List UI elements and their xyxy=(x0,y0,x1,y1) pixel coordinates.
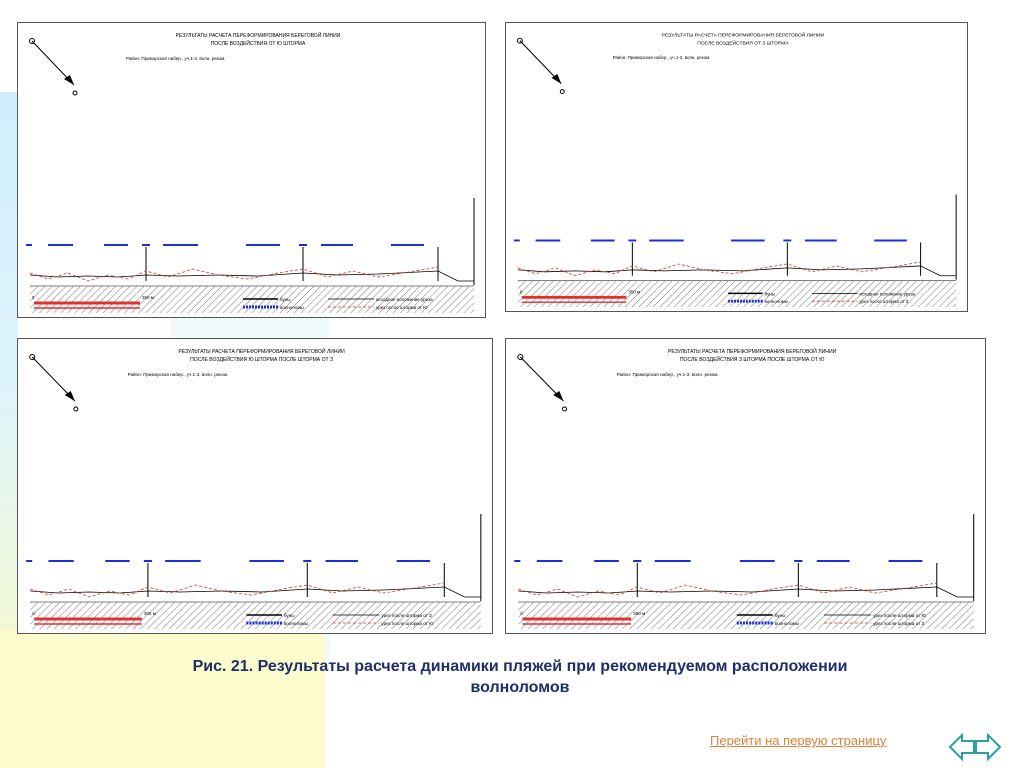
panel-title-line1: РЕЗУЛЬТАТЫ РАСЧЕТА ПЕРЕФОРМИРОВАНИЯ БЕРЕ… xyxy=(176,31,341,39)
double-arrow-icon[interactable] xyxy=(948,732,1002,762)
diagram-panel-2: фронт волны от З направления РЕЗУЛЬТАТЫ … xyxy=(505,22,968,312)
north-compass xyxy=(29,354,79,412)
panel-title-line2: ПОСЛЕ ВОЗДЕЙСТВИЯ ОТ Ю ШТОРМА xyxy=(211,39,306,47)
shoreline-initial xyxy=(30,586,481,598)
caption-line2: волноломов xyxy=(470,679,570,696)
panel-svg: фронт волны от Ю направления РЕЗУЛЬТАТЫ … xyxy=(26,31,475,313)
north-compass xyxy=(29,38,78,96)
legend-breakwaters-label: волноломы xyxy=(775,621,799,626)
shoreline-initial xyxy=(517,265,957,277)
shoreline-after-storm xyxy=(517,261,921,277)
shoreline-initial xyxy=(518,586,974,598)
background-yellow-block xyxy=(0,630,325,768)
shoreline-after-storm xyxy=(29,266,439,282)
legend-line2-label: урез после шторма от Ю xyxy=(376,305,428,310)
scale-length-label: 350 м xyxy=(633,611,645,616)
scale-bar: 0 350 м xyxy=(520,611,645,625)
panel-title-line2: ПОСЛЕ ВОЗДЕЙСТВИЯ З ШТОРМА ПОСЛЕ ШТОРМА … xyxy=(680,355,825,363)
scale-length-label: 350 м xyxy=(628,289,640,294)
panel-title-line2: ПОСЛЕ ВОЗДЕЙСТВИЯ Ю ШТОРМА ПОСЛЕ ШТОРМА … xyxy=(190,355,333,363)
scale-length-label: 350 м xyxy=(144,611,156,616)
first-page-link[interactable]: Перейти на первую страницу xyxy=(710,733,887,748)
scale-zero-label: 0 xyxy=(32,611,35,616)
legend-line2-label: урез после шторма от Ю xyxy=(381,621,434,626)
legend: буны исходное положение уреза волноломы … xyxy=(728,291,916,304)
legend-line1-label: урез после шторма от Ю xyxy=(873,613,926,618)
panel-title-line1: РЕЗУЛЬТАТЫ РАСЧЕТА ПЕРЕФОРМИРОВАНИЯ БЕРЕ… xyxy=(662,31,825,39)
panel-title-line2: ПОСЛЕ ВОЗДЕЙСТВИЯ ОТ З ШТОРМА xyxy=(697,39,789,47)
figure-caption: Рис. 21. Результаты расчета динамики пля… xyxy=(60,656,980,698)
north-compass xyxy=(517,354,568,412)
scale-bar: 0 350 м xyxy=(520,289,640,303)
shoreline-after-storm xyxy=(30,582,445,598)
scale-bar: 0 350 м xyxy=(32,295,154,309)
panel-area-label: Район: Приморская набер., уч.1-3, волн. … xyxy=(128,371,229,377)
diagram-panel-3: фронт волны от Ю направления РЕЗУЛЬТАТЫ … xyxy=(17,338,493,634)
background-gradient-strip xyxy=(0,92,18,768)
legend-breakwaters-label: волноломы xyxy=(284,621,308,626)
legend: буны исходное положение уреза волноломы … xyxy=(243,297,433,310)
legend-line1-label: исходное положение уреза xyxy=(376,297,433,302)
panel-svg: фронт волны от Ю направления РЕЗУЛЬТАТЫ … xyxy=(26,347,482,629)
legend-breakwaters-label: волноломы xyxy=(280,305,304,310)
groynes xyxy=(631,194,957,280)
panel-svg: фронт волны от З направления РЕЗУЛЬТАТЫ … xyxy=(513,31,957,308)
scale-zero-label: 0 xyxy=(520,611,523,616)
panel-title-line1: РЕЗУЛЬТАТЫ РАСЧЕТА ПЕРЕФОРМИРОВАНИЯ БЕРЕ… xyxy=(668,347,837,355)
scale-bar: 0 350 м xyxy=(32,611,156,625)
legend-groynes-label: буны xyxy=(280,297,290,302)
caption-line1: Рис. 21. Результаты расчета динамики пля… xyxy=(192,658,848,675)
scale-zero-label: 0 xyxy=(520,289,523,294)
legend-groynes-label: буны xyxy=(284,613,295,618)
legend-line1-label: урез после шторма от З xyxy=(381,613,432,618)
north-compass xyxy=(516,37,565,95)
diagram-panel-1: фронт волны от Ю направления РЕЗУЛЬТАТЫ … xyxy=(17,22,486,318)
panel-area-label: Район: Приморская набер., уч.1-3, волн. … xyxy=(126,55,226,61)
panel-area-label: Район: Приморская набер., уч.1-3, волн. … xyxy=(617,371,719,377)
panel-area-label: Район: Приморская набер., уч.1-3, волн. … xyxy=(613,54,711,60)
legend-line2-label: урез после шторма от З xyxy=(873,621,924,626)
legend-groynes-label: буны xyxy=(775,613,786,618)
legend-line1-label: исходное положение уреза xyxy=(859,291,915,296)
legend-line2-label: урез после шторма от З xyxy=(859,299,908,304)
shoreline-after-storm xyxy=(518,582,937,598)
diagram-panel-4: фронт волны от З направления РЕЗУЛЬТАТЫ … xyxy=(505,338,986,634)
panel-svg: фронт волны от З направления РЕЗУЛЬТАТЫ … xyxy=(514,347,975,629)
panel-title-line1: РЕЗУЛЬТАТЫ РАСЧЕТА ПЕРЕФОРМИРОВАНИЯ БЕРЕ… xyxy=(178,347,345,355)
legend-groynes-label: буны xyxy=(765,291,775,296)
legend-breakwaters-label: волноломы xyxy=(765,299,788,304)
scale-zero-label: 0 xyxy=(32,295,35,300)
scale-length-label: 350 м xyxy=(142,295,154,300)
shoreline-initial xyxy=(29,270,474,282)
legend: буны урез после шторма от З волноломы ур… xyxy=(246,613,434,626)
